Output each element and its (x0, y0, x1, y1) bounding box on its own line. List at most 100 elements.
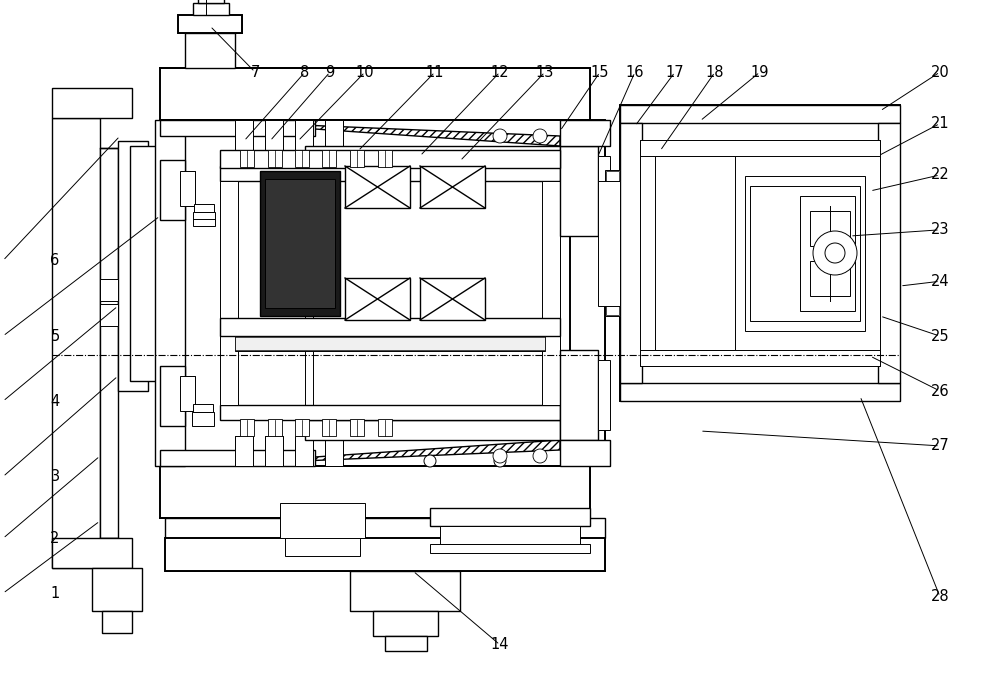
Bar (185, 450, 220, 466)
Text: 8: 8 (300, 64, 310, 80)
Bar (160, 68, 590, 120)
Bar (322, 419, 336, 436)
Bar (350, 571, 460, 611)
Bar (440, 526, 580, 544)
Bar (325, 436, 343, 466)
Bar (220, 150, 560, 168)
Bar (118, 141, 130, 391)
Bar (268, 150, 282, 167)
Bar (235, 436, 253, 466)
Bar (285, 538, 360, 556)
Bar (295, 436, 313, 466)
Text: 20: 20 (931, 64, 949, 80)
Text: 22: 22 (931, 167, 949, 182)
Text: 4: 4 (50, 394, 60, 409)
Bar (325, 120, 343, 150)
Circle shape (493, 129, 507, 143)
Bar (102, 611, 132, 633)
Bar (118, 141, 148, 391)
Bar (193, 212, 215, 226)
Bar (552, 166, 560, 420)
Bar (620, 105, 900, 401)
Bar (165, 518, 605, 538)
Bar (185, 120, 220, 136)
Bar (180, 171, 195, 206)
Text: 12: 12 (491, 64, 509, 80)
Bar (570, 120, 605, 466)
Bar (130, 146, 160, 381)
Bar (192, 412, 214, 426)
Bar (570, 120, 605, 466)
Bar (193, 3, 229, 15)
Text: 28: 28 (931, 589, 949, 604)
Text: 9: 9 (325, 64, 335, 80)
Bar (100, 279, 118, 301)
Bar (598, 360, 610, 430)
Bar (385, 636, 427, 651)
Bar (605, 170, 620, 316)
Bar (325, 120, 343, 150)
Bar (560, 440, 610, 466)
Bar (373, 611, 438, 636)
Bar (560, 350, 598, 440)
Bar (560, 120, 610, 146)
Bar (542, 181, 560, 405)
Bar (620, 105, 900, 123)
Bar (640, 140, 880, 156)
Text: 19: 19 (751, 64, 769, 80)
Bar (620, 123, 642, 383)
Bar (52, 538, 132, 568)
Bar (878, 123, 900, 383)
Bar (655, 334, 735, 350)
Bar (598, 156, 610, 226)
Bar (745, 176, 865, 331)
Bar (345, 166, 410, 208)
Bar (420, 166, 485, 208)
Bar (92, 568, 142, 611)
Bar (160, 466, 590, 518)
Bar (620, 383, 900, 401)
Bar (350, 571, 460, 611)
Bar (180, 376, 195, 411)
Bar (640, 140, 880, 156)
Bar (750, 186, 860, 321)
Bar (165, 518, 605, 538)
Bar (220, 166, 560, 181)
Bar (160, 160, 185, 220)
Bar (235, 436, 253, 466)
Bar (160, 120, 315, 136)
Bar (52, 88, 132, 118)
Bar (178, 15, 242, 33)
Text: 15: 15 (591, 64, 609, 80)
Text: 14: 14 (491, 637, 509, 652)
Bar (220, 181, 238, 405)
Bar (52, 88, 132, 118)
Bar (240, 419, 254, 436)
Bar (430, 544, 590, 553)
Text: 26: 26 (931, 383, 949, 399)
Bar (305, 146, 560, 166)
Bar (100, 304, 118, 326)
Bar (378, 150, 392, 167)
Bar (655, 156, 735, 172)
Bar (185, 33, 235, 68)
Bar (378, 419, 392, 436)
Bar (193, 404, 213, 412)
Bar (265, 120, 283, 150)
Bar (560, 146, 598, 236)
Bar (560, 440, 610, 466)
Circle shape (533, 129, 547, 143)
Bar (800, 196, 855, 311)
Bar (160, 160, 185, 220)
Bar (194, 204, 214, 212)
Circle shape (813, 231, 857, 275)
Bar (198, 0, 224, 3)
Bar (295, 120, 313, 150)
Bar (160, 450, 315, 466)
Text: 17: 17 (666, 64, 684, 80)
Bar (605, 190, 625, 296)
Polygon shape (185, 440, 560, 466)
Bar (265, 436, 283, 466)
Bar (560, 120, 610, 146)
Bar (640, 140, 880, 366)
